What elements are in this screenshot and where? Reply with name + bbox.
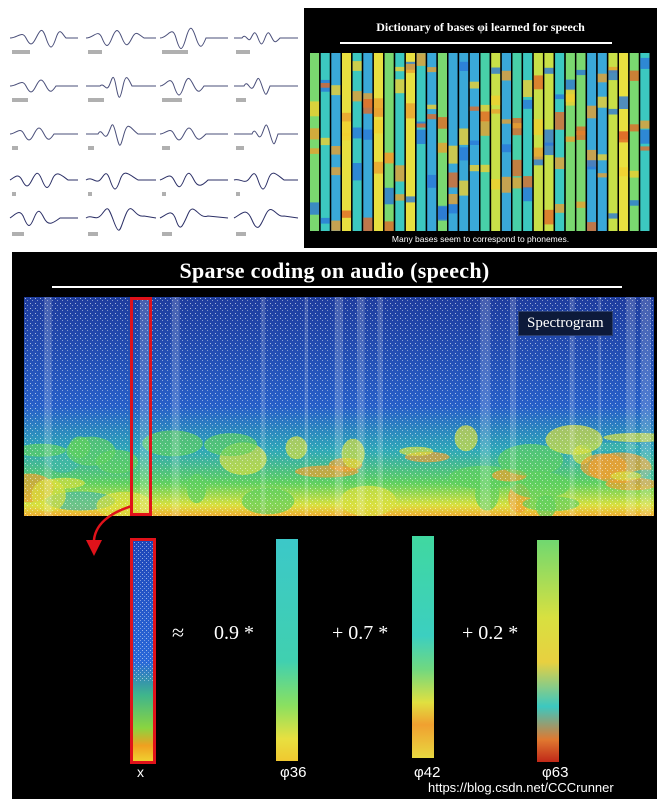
basis-label-2: φ42 (414, 764, 440, 781)
dictionary-bases-image (310, 53, 651, 231)
curved-arrow-icon (86, 504, 133, 556)
sparse-coding-panel: Sparse coding on audio (speech) Spectrog… (12, 252, 657, 799)
basis-label-3: φ63 (542, 764, 568, 781)
dictionary-panel: Dictionary of bases φi learned for speec… (304, 8, 657, 248)
waveform-grid (8, 8, 300, 240)
basis-label-1: φ36 (280, 764, 306, 781)
basis-phi-63 (537, 540, 559, 762)
spectrogram-label: Spectrogram (518, 311, 613, 336)
sparse-coding-title-rule (52, 286, 622, 288)
basis-label-2-text: φ42 (414, 764, 441, 781)
spectrogram-image (24, 297, 654, 516)
waveform-bases-image (9, 27, 299, 236)
basis-phi-36 (276, 539, 298, 761)
sparse-coding-title: Sparse coding on audio (speech) (179, 258, 490, 283)
watermark-text: https://blog.csdn.net/CCCrunner (428, 780, 614, 795)
dictionary-caption: Many bases seem to correspond to phoneme… (391, 234, 570, 244)
dictionary-title-rule (340, 42, 612, 44)
input-label: x (137, 764, 144, 780)
coefficient-1: 0.9 * (214, 622, 254, 644)
dictionary-title: Dictionary of bases φi learned for speec… (376, 20, 585, 34)
basis-label-3-text: φ63 (542, 764, 569, 781)
basis-phi-42 (412, 536, 434, 758)
approx-symbol: ≈ (172, 620, 185, 645)
basis-label-1-text: φ36 (280, 764, 307, 781)
selected-slice-highlight (130, 297, 152, 516)
input-slice-x (130, 538, 156, 764)
coefficient-3: + 0.2 * (462, 622, 519, 644)
coefficient-2: + 0.7 * (332, 622, 389, 644)
